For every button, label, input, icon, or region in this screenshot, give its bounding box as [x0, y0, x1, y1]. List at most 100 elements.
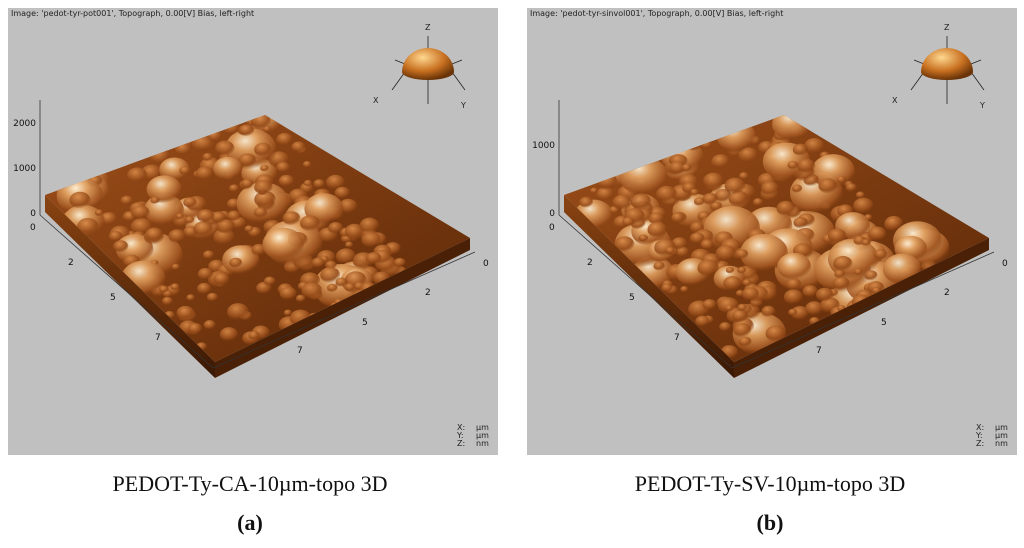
surface-grain [365, 252, 382, 265]
surface-grain [854, 268, 863, 276]
surface-grain [791, 184, 803, 193]
surface-grain [647, 221, 668, 238]
surface-grain [791, 305, 810, 321]
surface-grain [832, 276, 850, 291]
surface-grain [313, 179, 325, 189]
surface-grain [345, 241, 354, 249]
surface-grain [344, 282, 356, 292]
unit-value: µm [995, 423, 1008, 432]
surface-grain [738, 336, 752, 347]
left-tick-label: 7 [674, 333, 680, 343]
surface-grain [328, 221, 344, 234]
surface-grain [244, 225, 254, 233]
left-tick-label: 2 [68, 258, 74, 268]
surface-grain [702, 192, 718, 206]
surface-grain [254, 190, 276, 209]
surface-grain [344, 223, 365, 240]
unit-axis: X: [976, 423, 984, 432]
surface-grain [834, 269, 846, 279]
surface-grain [320, 267, 341, 284]
axis-letter-y: Y [460, 101, 466, 110]
surface-grain [702, 299, 717, 311]
surface-grain [186, 294, 195, 302]
surface-grain [714, 188, 732, 203]
z-tick-label: 0 [30, 209, 36, 219]
surface-grain [723, 276, 742, 291]
orientation-dome [402, 48, 454, 80]
left-axis [558, 214, 733, 369]
surface-grain [735, 249, 749, 260]
surface-grain [263, 276, 276, 286]
surface-grain [262, 227, 304, 261]
surface-grain [188, 323, 203, 335]
surface-grain [393, 257, 406, 268]
surface-grain [622, 217, 635, 227]
surface-grain [335, 277, 348, 288]
surface-grain [213, 156, 243, 181]
surface-grain [818, 178, 838, 194]
surface-grain [579, 196, 594, 208]
surface-grain [661, 283, 673, 293]
surface-grain [193, 221, 214, 237]
left-tick-label: 5 [110, 293, 116, 303]
surface-grain [788, 308, 798, 317]
surface-grain [276, 132, 294, 147]
unit-value: µm [476, 423, 489, 432]
surface-grain [276, 161, 291, 174]
surface-grain [665, 246, 676, 255]
surface-grain [278, 174, 295, 188]
afm-panel: Image: 'pedot-tyr-pot001', Topograph, 0.… [8, 8, 498, 455]
surface-grain [300, 215, 321, 232]
panel-label: (a) [237, 510, 263, 535]
surface-grain [793, 216, 808, 229]
surface-grain [738, 147, 759, 164]
surface-grain [183, 197, 197, 209]
surface-grain [76, 218, 99, 236]
image-header: Image: 'pedot-tyr-sinvol001', Topograph,… [530, 9, 783, 18]
surface-grain [695, 315, 710, 328]
surface-grain [171, 263, 181, 271]
axis-letter-x: X [373, 96, 379, 105]
surface-grain [845, 183, 857, 192]
surface-grain [689, 232, 705, 245]
surface-grain [327, 283, 338, 293]
surface-grain [248, 331, 260, 341]
surface-grain [776, 200, 796, 216]
surface-grain [241, 178, 254, 189]
unit-axis: Z: [976, 439, 984, 448]
surface-grain [638, 234, 649, 242]
surface-grain [295, 294, 306, 303]
z-tick-label: 1000 [532, 141, 555, 151]
surface-grain [311, 257, 326, 269]
surface-grain [873, 249, 888, 260]
surface-grain [740, 233, 788, 273]
right-tick-label: 0 [483, 259, 489, 269]
left-tick-label: 7 [155, 333, 161, 343]
surface-grain [656, 185, 677, 203]
orientation-arrow [391, 71, 406, 91]
surface-grain [254, 142, 272, 157]
surface-grain [158, 285, 169, 294]
surface-grain [711, 154, 731, 170]
surface-grain [359, 217, 380, 234]
surface-grain [227, 210, 241, 222]
unit-axis: X: [457, 423, 465, 432]
surface-grain [833, 255, 853, 272]
surface-grain [338, 198, 358, 214]
surface-grain [211, 211, 227, 224]
surface-grain [229, 257, 243, 269]
axis-letter-y: Y [979, 101, 985, 110]
unit-axis: Y: [456, 431, 464, 440]
left-tick-label: 5 [629, 293, 635, 303]
surface-grain [737, 303, 748, 312]
surface-grain [827, 228, 847, 244]
surface-grain [738, 172, 749, 181]
afm-panel: Image: 'pedot-tyr-sinvol001', Topograph,… [527, 8, 1017, 455]
surface-grain [681, 163, 692, 172]
orientation-icon: Z X Y [373, 23, 466, 110]
unit-value: µm [476, 431, 489, 440]
surface-grain [703, 172, 724, 190]
surface-grain [197, 209, 215, 224]
panel-caption: PEDOT-Ty-CA-10µm-topo 3D [113, 471, 388, 496]
axis-letter-z: Z [944, 23, 950, 32]
